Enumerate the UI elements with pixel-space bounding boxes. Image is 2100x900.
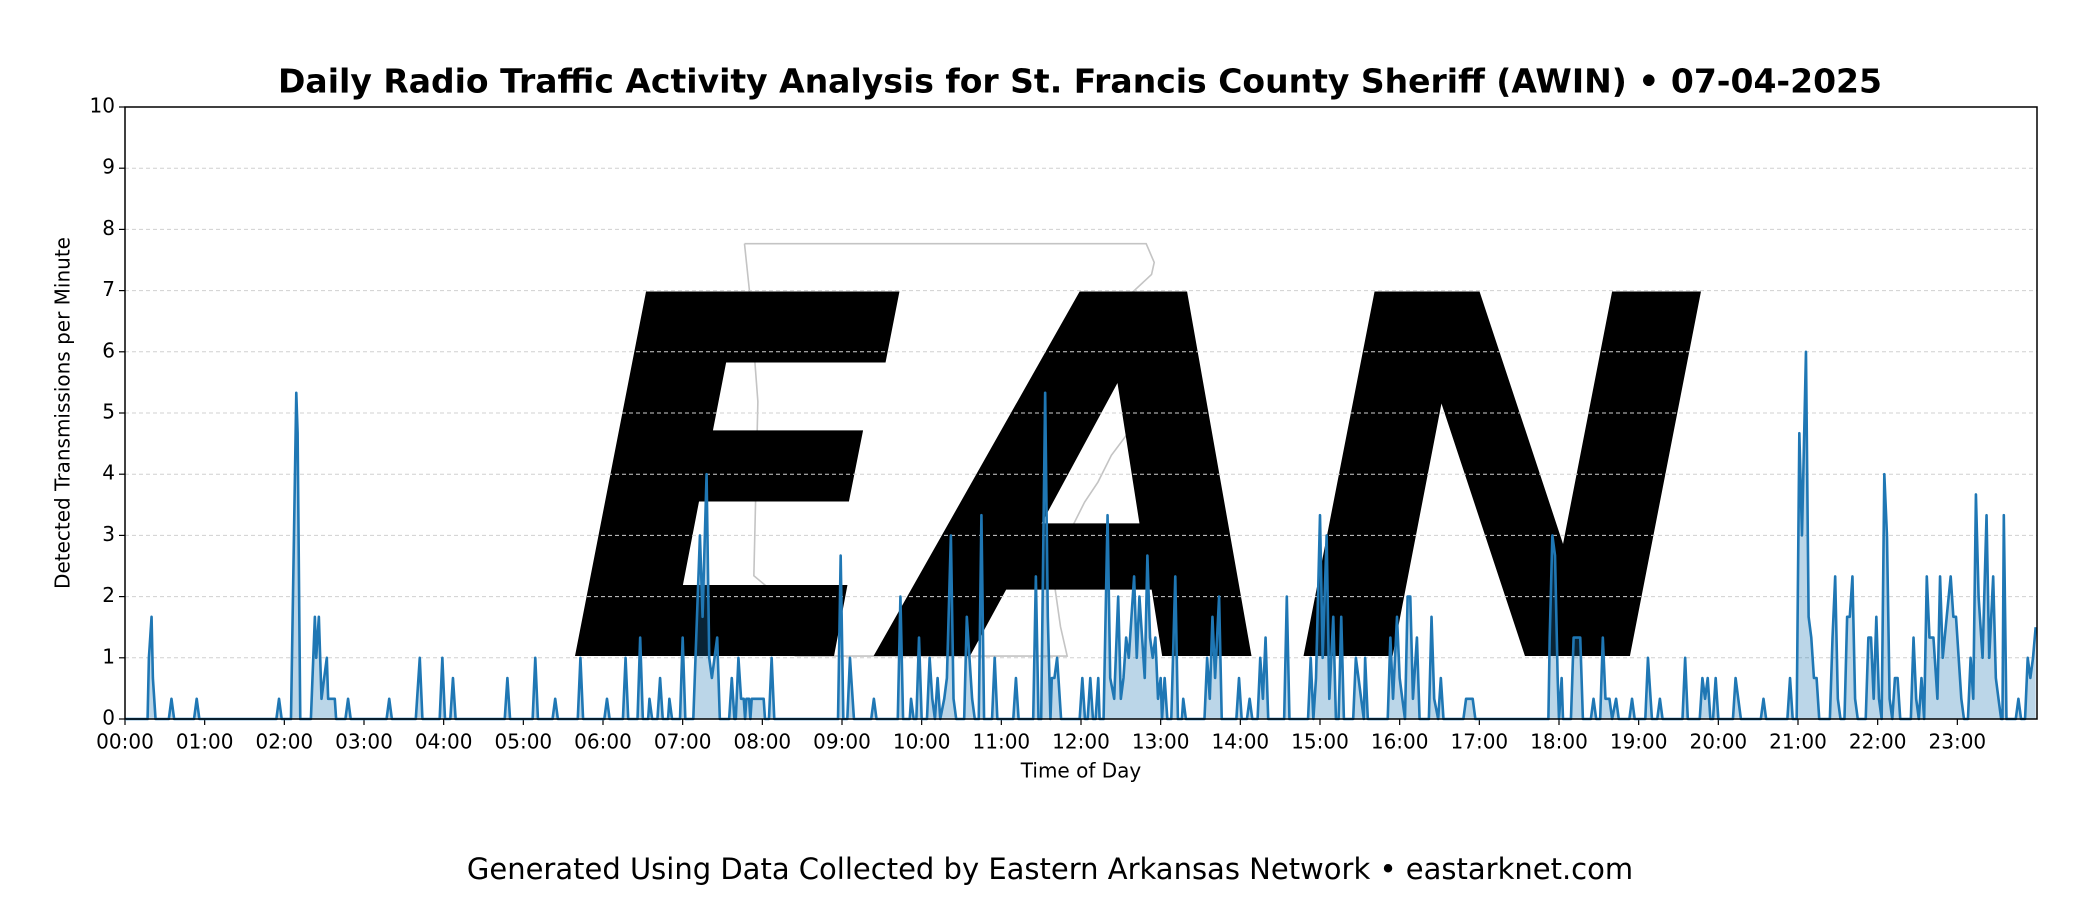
y-tick-label: 4 [102, 461, 115, 485]
watermark: EAN [565, 192, 1712, 774]
x-tick-label: 06:00 [574, 730, 632, 754]
x-tick-label: 12:00 [1052, 730, 1110, 754]
x-tick-label: 22:00 [1849, 730, 1907, 754]
x-tick-label: 03:00 [335, 730, 393, 754]
area [125, 351, 2036, 719]
x-tick-label: 14:00 [1212, 730, 1270, 754]
x-tick-label: 04:00 [415, 730, 473, 754]
x-axis-label: Time of Day [1020, 759, 1142, 783]
x-tick-label: 21:00 [1769, 730, 1827, 754]
x-tick-label: 09:00 [813, 730, 871, 754]
y-tick-label: 9 [102, 155, 115, 179]
watermark-text: EAN [565, 192, 1712, 774]
x-tick-label: 16:00 [1371, 730, 1429, 754]
x-tick-label: 13:00 [1132, 730, 1190, 754]
y-tick-label: 0 [102, 706, 115, 730]
x-tick-label: 08:00 [734, 730, 792, 754]
x-tick-label: 07:00 [654, 730, 712, 754]
y-axis-label: Detected Transmissions per Minute [51, 237, 75, 589]
y-tick-label: 1 [102, 644, 115, 668]
x-tick-label: 01:00 [176, 730, 234, 754]
y-tick-label: 6 [102, 338, 115, 362]
x-tick-label: 18:00 [1530, 730, 1588, 754]
footer: Generated Using Data Collected by Easter… [467, 852, 1633, 886]
chart-title: Daily Radio Traffic Activity Analysis fo… [278, 62, 1882, 101]
y-tick-label: 10 [90, 94, 115, 118]
x-tick-label: 19:00 [1610, 730, 1668, 754]
x-tick-label: 17:00 [1451, 730, 1509, 754]
x-tick-label: 05:00 [495, 730, 553, 754]
x-tick-label: 11:00 [973, 730, 1031, 754]
y-tick-label: 3 [102, 522, 115, 546]
y-tick-label: 2 [102, 583, 115, 607]
x-tick-label: 00:00 [96, 730, 154, 754]
plot-frame [124, 106, 2038, 720]
y-tick-label: 5 [102, 400, 115, 424]
y-tick-label: 8 [102, 216, 115, 240]
x-tick-label: 15:00 [1291, 730, 1349, 754]
x-tick-label: 20:00 [1690, 730, 1748, 754]
x-tick-label: 02:00 [256, 730, 314, 754]
x-tick-label: 23:00 [1929, 730, 1987, 754]
y-tick-label: 7 [102, 277, 115, 301]
x-tick-label: 10:00 [893, 730, 951, 754]
state-outline [743, 242, 1188, 657]
